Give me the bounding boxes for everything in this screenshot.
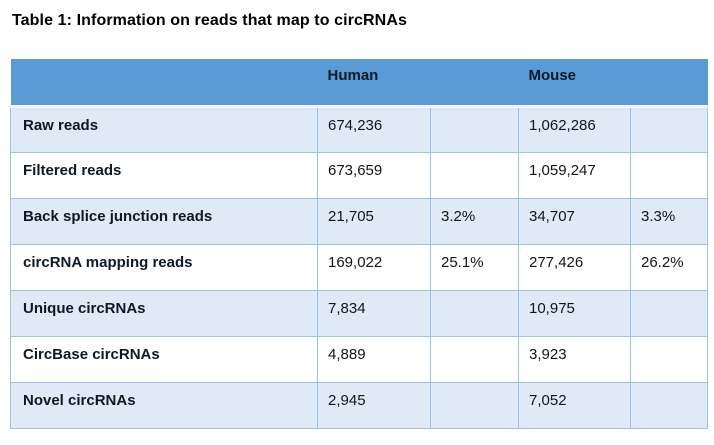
mouse-value: 10,975	[518, 289, 631, 337]
human-value: 674,236	[317, 105, 431, 153]
row-label: Filtered reads	[10, 151, 318, 199]
mouse-value: 3,923	[518, 335, 631, 383]
row-label: Back splice junction reads	[10, 197, 318, 245]
table-caption: Table 1: Information on reads that map t…	[12, 12, 407, 29]
human-pct: 3.2%	[430, 197, 519, 245]
human-value: 169,022	[317, 243, 431, 291]
mouse-pct: 3.3%	[630, 197, 708, 245]
mouse-pct: 26.2%	[630, 243, 708, 291]
human-value: 4,889	[317, 335, 431, 383]
mouse-pct	[630, 105, 708, 153]
header-row: Human Mouse	[10, 59, 708, 108]
table-row-filtered-reads: Filtered reads 673,659 1,059,247	[10, 151, 708, 199]
human-value: 7,834	[317, 289, 431, 337]
mouse-pct	[630, 335, 708, 383]
table-row-unique-circrnas: Unique circRNAs 7,834 10,975	[10, 289, 708, 337]
row-label: circRNA mapping reads	[10, 243, 318, 291]
header-cell-human: Human	[317, 59, 431, 108]
row-label: Novel circRNAs	[10, 381, 318, 429]
human-value: 673,659	[317, 151, 431, 199]
document-page: Table 1: Information on reads that map t…	[10, 12, 708, 429]
mouse-value: 1,062,286	[518, 105, 631, 153]
human-value: 2,945	[317, 381, 431, 429]
human-pct	[430, 151, 519, 199]
mouse-value: 1,059,247	[518, 151, 631, 199]
row-label: CircBase circRNAs	[10, 335, 318, 383]
table-row-raw-reads: Raw reads 674,236 1,062,286	[10, 105, 708, 153]
header-cell-human-pct	[430, 59, 519, 108]
header-cell-mouse: Mouse	[518, 59, 631, 108]
table-row-circrna-mapping-reads: circRNA mapping reads 169,022 25.1% 277,…	[10, 243, 708, 291]
human-pct	[430, 105, 519, 153]
human-pct	[430, 335, 519, 383]
mouse-value: 7,052	[518, 381, 631, 429]
table-row-novel-circrnas: Novel circRNAs 2,945 7,052	[10, 381, 708, 429]
mouse-value: 34,707	[518, 197, 631, 245]
row-label: Raw reads	[10, 105, 318, 153]
header-cell-mouse-pct	[630, 59, 708, 108]
header-cell-empty	[10, 59, 318, 108]
mouse-pct	[630, 151, 708, 199]
table-row-circbase-circrnas: CircBase circRNAs 4,889 3,923	[10, 335, 708, 383]
human-value: 21,705	[317, 197, 431, 245]
mouse-value: 277,426	[518, 243, 631, 291]
human-pct	[430, 289, 519, 337]
row-label: Unique circRNAs	[10, 289, 318, 337]
circrna-reads-table: Human Mouse Raw reads 674,236 1,062,286 …	[10, 59, 708, 429]
mouse-pct	[630, 381, 708, 429]
human-pct: 25.1%	[430, 243, 519, 291]
table-row-back-splice-junction-reads: Back splice junction reads 21,705 3.2% 3…	[10, 197, 708, 245]
human-pct	[430, 381, 519, 429]
mouse-pct	[630, 289, 708, 337]
